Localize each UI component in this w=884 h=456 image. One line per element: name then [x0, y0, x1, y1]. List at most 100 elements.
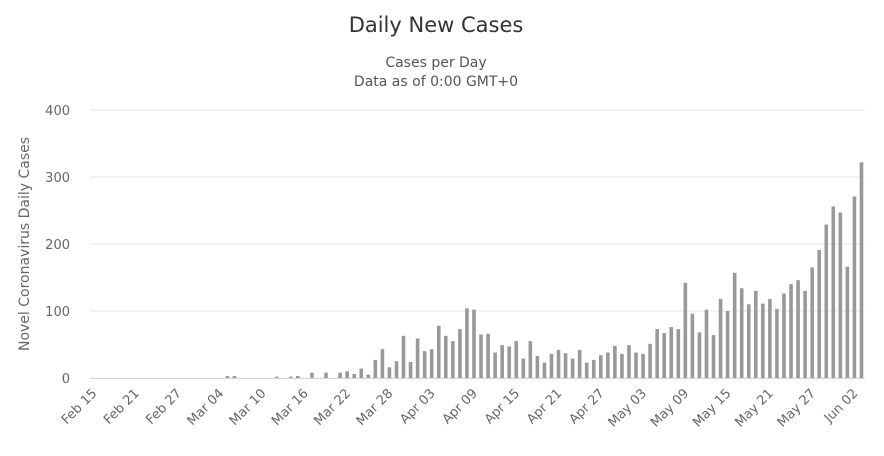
bar: [606, 352, 610, 378]
bar: [690, 313, 695, 378]
x-tick-label: Apr 21: [524, 386, 565, 427]
y-tick-label: 0: [62, 372, 70, 387]
bar: [810, 267, 814, 378]
bar: [634, 352, 638, 378]
bar: [655, 329, 659, 378]
bar: [401, 335, 406, 378]
bar: [718, 298, 723, 378]
bar: [613, 345, 617, 378]
x-tick-label: Feb 15: [59, 386, 101, 428]
bar: [598, 355, 603, 378]
bar: [563, 353, 568, 378]
bar: [443, 335, 448, 378]
bar: [288, 376, 293, 378]
x-tick-label: May 27: [775, 386, 819, 430]
x-tick-label: Mar 16: [269, 386, 312, 429]
bar: [528, 341, 533, 378]
bar: [380, 349, 385, 378]
x-tick-label: Feb 27: [143, 386, 185, 428]
bar: [570, 358, 575, 378]
bar: [422, 351, 427, 378]
x-tick-label: May 15: [690, 386, 734, 430]
y-axis-label: Novel Coronavirus Daily Cases: [17, 137, 33, 351]
bar: [274, 376, 279, 378]
bar: [789, 284, 793, 378]
bar: [775, 308, 779, 378]
bar: [542, 362, 547, 378]
bar: [746, 304, 751, 378]
bar: [669, 327, 674, 378]
bar: [753, 290, 758, 378]
bar: [472, 309, 476, 378]
y-tick-label: 100: [45, 305, 70, 320]
bar: [768, 298, 772, 378]
bar: [817, 250, 822, 378]
bar: [641, 353, 645, 378]
bar: [556, 349, 561, 378]
bar: [310, 372, 314, 378]
bar: [415, 338, 420, 378]
bar: [232, 375, 237, 378]
x-tick-label: Jun 02: [821, 386, 861, 426]
bar: [500, 345, 504, 378]
bar: [373, 359, 378, 378]
bar: [451, 341, 455, 378]
bar: [408, 361, 413, 378]
bar: [324, 372, 328, 378]
bar: [676, 329, 681, 378]
bar: [521, 358, 526, 378]
x-tick-label: Feb 21: [101, 386, 143, 428]
bar: [535, 355, 540, 378]
bar: [697, 332, 702, 378]
bar: [465, 308, 469, 378]
bar: [394, 361, 399, 378]
bar: [225, 375, 230, 378]
bar: [803, 290, 807, 378]
x-tick-label: Apr 09: [440, 386, 481, 427]
bar: [359, 368, 364, 378]
bar: [584, 362, 589, 378]
bar: [366, 374, 371, 378]
bar: [761, 303, 765, 378]
bar: [704, 309, 709, 378]
x-tick-label: Mar 10: [227, 386, 270, 429]
bar: [648, 343, 652, 378]
chart-title: Daily New Cases: [349, 13, 524, 37]
y-tick-label: 200: [45, 238, 70, 253]
x-tick-label: Apr 27: [566, 386, 607, 427]
bar: [782, 293, 786, 378]
bar: [852, 196, 857, 378]
bar: [859, 162, 864, 378]
y-tick-label: 300: [45, 171, 70, 186]
bar: [838, 212, 843, 378]
bar: [493, 352, 497, 378]
bar: [296, 375, 300, 378]
x-tick-label: May 03: [606, 386, 650, 430]
bar: [352, 373, 357, 378]
bar: [725, 311, 730, 378]
x-tick-label: Mar 22: [311, 386, 354, 429]
y-tick-label: 400: [45, 104, 70, 119]
x-tick-label: May 09: [648, 386, 692, 430]
x-tick-label: Mar 04: [185, 386, 228, 429]
bar: [683, 282, 688, 378]
bar: [549, 353, 554, 378]
bar: [514, 341, 519, 378]
x-tick-label: May 21: [732, 386, 776, 430]
bar: [824, 224, 829, 378]
bar: [831, 206, 836, 378]
x-tick-label: Apr 15: [482, 386, 523, 427]
x-tick-label: Apr 03: [397, 386, 438, 427]
bar: [796, 280, 800, 378]
bar: [732, 272, 737, 378]
chart-subtitle: Cases per Day: [385, 55, 486, 71]
bar: [429, 349, 434, 378]
bar: [577, 349, 582, 378]
bar: [507, 346, 512, 378]
bar: [591, 359, 596, 378]
bar: [387, 367, 392, 378]
bar: [458, 329, 462, 378]
bar: [620, 353, 624, 378]
bar: [739, 288, 744, 378]
